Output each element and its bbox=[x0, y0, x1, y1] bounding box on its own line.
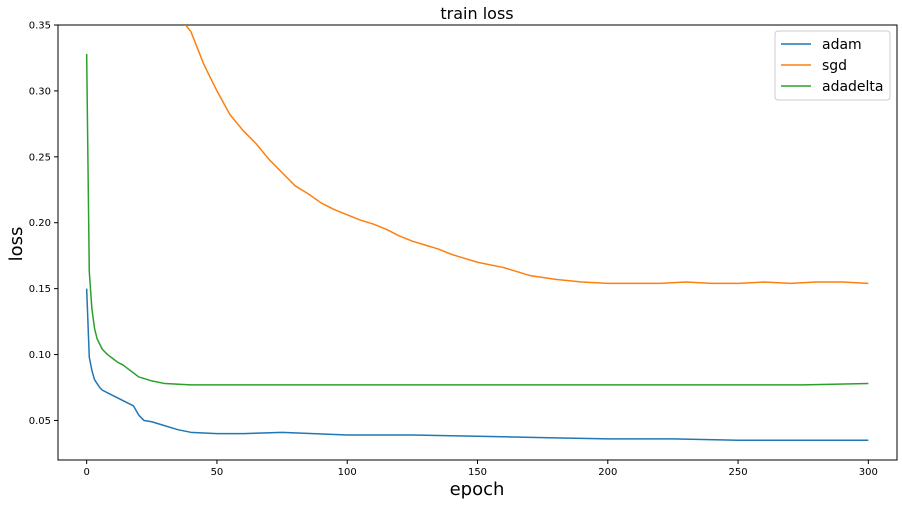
series-line-adam bbox=[85, 288, 869, 441]
legend: adam sgd adadelta bbox=[774, 30, 891, 101]
legend-box bbox=[774, 30, 891, 101]
y-tick-label: 0.15 bbox=[29, 284, 51, 295]
x-tick-label: 250 bbox=[729, 467, 748, 478]
x-tick-label: 150 bbox=[468, 467, 487, 478]
y-tick-label: 0.10 bbox=[29, 350, 51, 361]
x-tick-label: 0 bbox=[83, 467, 89, 478]
x-tick-label: 50 bbox=[211, 467, 224, 478]
y-tick-label: 0.25 bbox=[29, 152, 51, 163]
y-tick-label: 0.35 bbox=[29, 21, 51, 32]
legend-label: adam bbox=[822, 37, 862, 53]
series-lines bbox=[85, 25, 869, 441]
legend-label: sgd bbox=[822, 58, 847, 74]
chart-title: train loss bbox=[440, 4, 513, 23]
x-tick-label: 200 bbox=[598, 467, 617, 478]
y-axis-label: loss bbox=[6, 227, 27, 262]
series-line-sgd bbox=[185, 25, 869, 285]
series-line-adadelta bbox=[85, 53, 869, 386]
x-tick-label: 100 bbox=[338, 467, 357, 478]
plot-area bbox=[57, 24, 898, 461]
legend-label: adadelta bbox=[822, 79, 884, 95]
y-tick-label: 0.05 bbox=[29, 416, 51, 427]
y-tick-label: 0.20 bbox=[29, 218, 51, 229]
axes-ticks: 0 50 100 150 200 250 300 0.05 0.10 0.15 0.20 0.25 0.… bbox=[29, 21, 878, 479]
y-tick-label: 0.30 bbox=[29, 86, 51, 97]
x-axis-label: epoch bbox=[450, 479, 505, 500]
x-tick-label: 300 bbox=[859, 467, 878, 478]
